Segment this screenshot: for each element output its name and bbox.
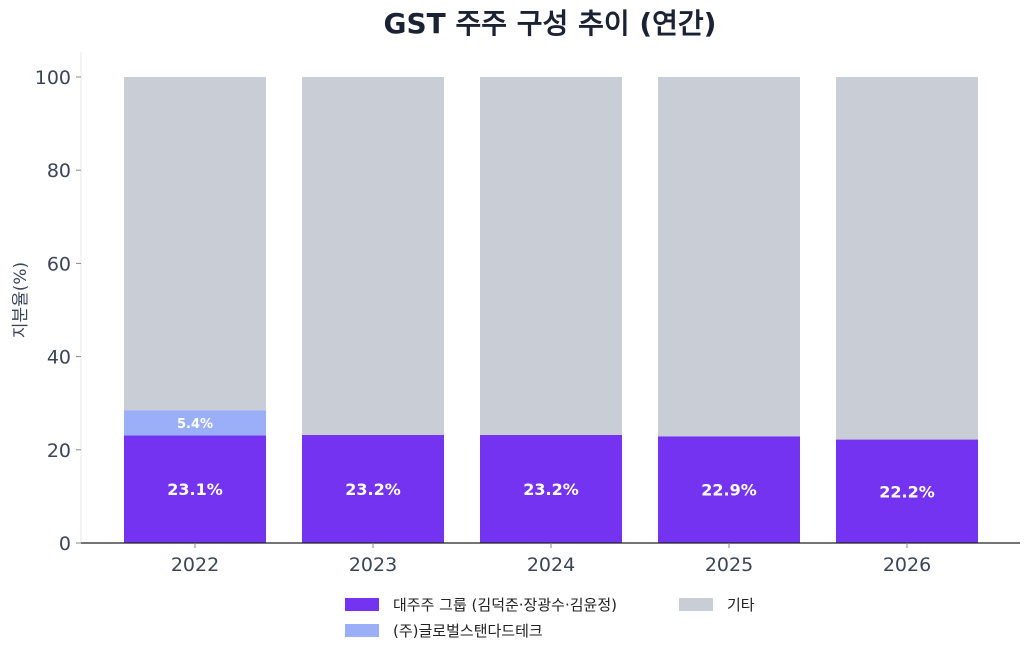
x-tick-label: 2024 xyxy=(527,554,575,576)
y-tick-label: 0 xyxy=(59,533,71,555)
bar-segment xyxy=(658,77,800,437)
data-label: 22.2% xyxy=(879,482,935,501)
data-label: 5.4% xyxy=(177,417,213,432)
bar-segment xyxy=(836,77,978,440)
x-tick-label: 2026 xyxy=(883,554,931,576)
legend-label: 대주주 그룹 (김덕준·장광수·김윤정) xyxy=(393,596,617,614)
legend-swatch xyxy=(345,624,379,637)
legend-swatch xyxy=(679,598,713,611)
y-tick-label: 60 xyxy=(47,253,71,275)
chart-title: GST 주주 구성 추이 (연간) xyxy=(384,7,717,40)
bar-segment xyxy=(658,436,800,543)
legend-swatch xyxy=(345,598,379,611)
data-label: 23.2% xyxy=(345,480,401,499)
data-label: 22.9% xyxy=(701,481,757,500)
data-label: 23.1% xyxy=(167,480,223,499)
y-tick-label: 20 xyxy=(47,440,71,462)
bar-segment xyxy=(124,435,266,543)
y-tick-label: 40 xyxy=(47,347,71,369)
bar-segment xyxy=(480,77,622,435)
bar-segment xyxy=(480,434,622,543)
y-axis-label: 지분율(%) xyxy=(11,262,31,338)
bar-segment xyxy=(302,77,444,435)
y-tick-label: 80 xyxy=(47,160,71,182)
bars-layer: 23.1% 5.4% 23.2% 23.2% 22.9% 22.2% xyxy=(124,77,978,543)
legend-label: (주)글로벌스탠다드테크 xyxy=(393,622,543,640)
x-tick-label: 2023 xyxy=(349,554,397,576)
bar-segment xyxy=(302,434,444,543)
y-tick-label: 100 xyxy=(35,67,71,89)
x-tick-label: 2022 xyxy=(171,554,219,576)
data-label: 23.2% xyxy=(523,480,579,499)
legend: 대주주 그룹 (김덕준·장광수·김윤정) 기타 (주)글로벌스탠다드테크 xyxy=(345,596,755,640)
bar-segment xyxy=(124,410,266,436)
axes-layer: 0 20 40 60 80 100 2022 2023 2024 2025 2026 xyxy=(35,52,1020,576)
bar-segment xyxy=(124,77,266,411)
bar-segment xyxy=(836,439,978,543)
legend-label: 기타 xyxy=(727,596,755,614)
x-tick-label: 2025 xyxy=(705,554,753,576)
